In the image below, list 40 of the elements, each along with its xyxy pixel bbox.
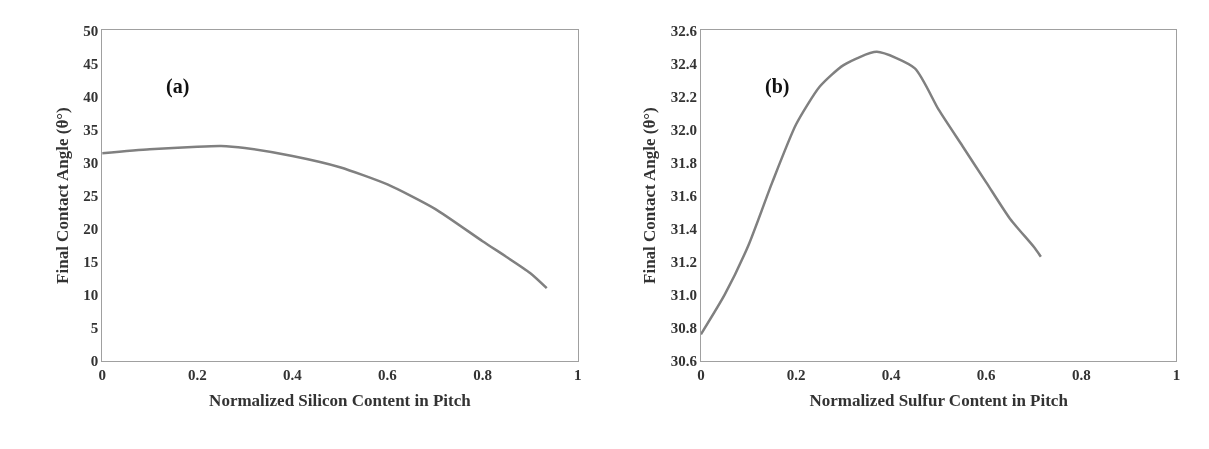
- y-tick-label: 32.0: [670, 121, 697, 138]
- y-tick-label: 40: [83, 88, 99, 105]
- y-tick-label: 25: [83, 187, 99, 204]
- y-tick-label: 32.6: [670, 22, 698, 39]
- y-tick-label: 30.6: [670, 353, 698, 370]
- y-tick-label: 35: [83, 121, 99, 138]
- x-tick-label: 0.4: [881, 366, 901, 383]
- x-axis-title: Normalized Silicon Content in Pitch: [209, 391, 472, 411]
- x-tick-label: 0.4: [282, 366, 303, 383]
- x-axis-title: Normalized Sulfur Content in Pitch: [809, 391, 1069, 411]
- x-tick-label: 0.6: [378, 366, 398, 383]
- y-tick-label: 30: [83, 154, 99, 171]
- y-tick-label: 31.2: [670, 253, 697, 270]
- y-tick-label: 32.4: [670, 55, 698, 72]
- y-tick-label: 10: [83, 286, 99, 303]
- y-tick-label: 32.2: [670, 88, 697, 105]
- y-tick-label: 31.6: [670, 187, 698, 204]
- y-axis-title: Final Contact Angle (θ°): [640, 107, 660, 284]
- y-tick-label: 5: [90, 320, 99, 336]
- x-tick-label: 0.2: [786, 366, 806, 383]
- y-tick-label: 30.8: [670, 320, 697, 336]
- y-tick-label: 31.4: [670, 220, 698, 237]
- x-tick-label: 0.6: [976, 366, 997, 383]
- y-tick-label: 15: [83, 253, 99, 270]
- y-tick-label: 31.0: [670, 286, 697, 303]
- x-tick-label: 1: [573, 366, 582, 383]
- x-tick-label: 0.8: [1071, 366, 1091, 383]
- y-tick-label: 45: [83, 55, 99, 72]
- x-tick-label: 0.2: [187, 366, 207, 383]
- y-tick-label: 50: [83, 22, 99, 39]
- y-tick-label: 31.8: [670, 154, 697, 171]
- annotation: (a): [166, 75, 190, 98]
- x-tick-label: 1: [1172, 366, 1181, 383]
- line-series: [102, 144, 548, 290]
- line-series: [700, 50, 1043, 336]
- y-axis-title: Final Contact Angle (θ°): [52, 107, 72, 284]
- x-tick-label: 0.8: [473, 366, 492, 383]
- y-tick-label: 20: [83, 220, 99, 237]
- y-tick-label: 0: [90, 353, 99, 370]
- annotation: (b): [765, 75, 790, 98]
